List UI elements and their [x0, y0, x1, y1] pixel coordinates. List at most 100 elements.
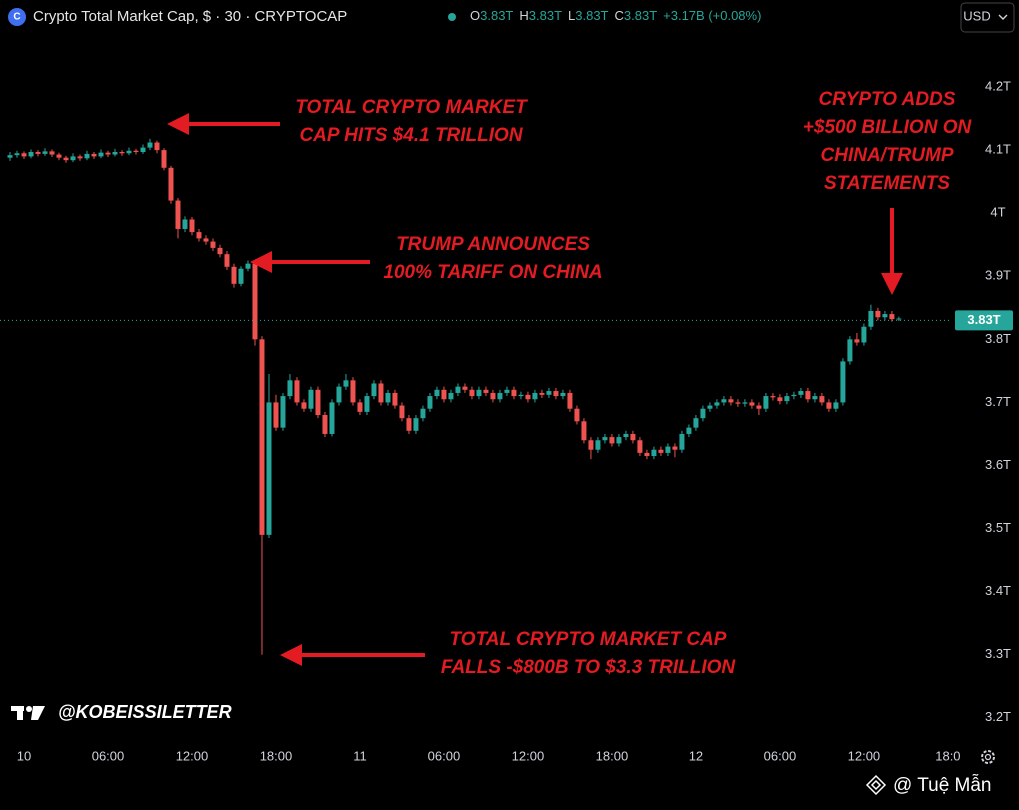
annotation-arrowhead: [881, 273, 903, 295]
candle-body: [203, 238, 209, 242]
candle-body: [784, 396, 790, 402]
candle-body: [315, 389, 321, 416]
candle-body: [651, 449, 657, 457]
x-tick-label: 12:00: [512, 748, 545, 763]
candle-body: [490, 392, 496, 400]
candle-body: [231, 266, 237, 284]
settings-icon[interactable]: [981, 750, 995, 764]
y-tick-label: 4.2T: [985, 78, 1011, 93]
candle-body: [504, 389, 510, 393]
x-tick-label: 12:00: [848, 748, 881, 763]
candle-body: [280, 396, 286, 428]
candle-body: [742, 402, 748, 404]
candle-body: [819, 396, 825, 403]
candle-body: [182, 219, 188, 229]
candle-body: [525, 394, 531, 400]
candle-body: [350, 380, 356, 403]
candle-body: [567, 392, 573, 409]
candle-body: [399, 405, 405, 419]
candle-body: [882, 314, 888, 318]
annotation: 100% TARIFF ON CHINA: [383, 262, 602, 283]
candle-body: [791, 394, 797, 397]
credit: @ Tuệ Mẫn: [893, 774, 992, 796]
candle-body: [763, 396, 769, 409]
ohlc-key: O: [470, 8, 480, 23]
x-tick-label: 12:00: [176, 748, 209, 763]
candle-body: [441, 389, 447, 400]
x-tick-label: 12: [689, 748, 703, 763]
y-tick-label: 3.7T: [985, 394, 1011, 409]
annotation: CHINA/TRUMP: [821, 145, 954, 166]
candle-body: [637, 440, 643, 453]
credit-icon: [865, 774, 887, 796]
x-tick-label: 18:00: [596, 748, 629, 763]
change: +3.17B (+0.08%): [663, 8, 761, 23]
candle-body: [35, 152, 41, 154]
candle-body: [868, 310, 874, 327]
candle-body: [686, 427, 692, 434]
candle-body: [224, 254, 230, 267]
candle-body: [714, 402, 720, 406]
candle-body: [77, 156, 83, 159]
candle-body: [119, 152, 125, 154]
candle-body: [798, 391, 804, 395]
candle-body: [308, 389, 314, 409]
y-tick-label: 3.6T: [985, 457, 1011, 472]
candle-body: [805, 391, 811, 400]
candle-body: [252, 263, 258, 340]
currency-button[interactable]: [960, 2, 1015, 33]
candle-body: [448, 392, 454, 400]
annotation: TOTAL CRYPTO MARKET CAP: [450, 629, 727, 650]
last-price-label: 3.83T: [967, 312, 1000, 327]
candle-body: [266, 402, 272, 535]
candle-body: [259, 339, 265, 535]
ohlc-value: 3.83T: [575, 8, 608, 23]
candle-body: [476, 389, 482, 397]
candle-body: [98, 152, 104, 157]
y-tick-label: 3.5T: [985, 520, 1011, 535]
candle-body: [168, 167, 174, 201]
y-tick-label: 4.1T: [985, 142, 1011, 157]
candle-body: [875, 310, 881, 318]
ohlc-key: H: [519, 8, 528, 23]
candle-body: [301, 402, 307, 409]
annotation: CRYPTO ADDS: [819, 89, 956, 110]
candle-body: [343, 380, 349, 387]
candle-body: [126, 150, 132, 154]
candle-body: [406, 418, 412, 431]
status-dot: [448, 13, 456, 21]
y-tick-label: 3.3T: [985, 646, 1011, 661]
candle-body: [735, 402, 741, 404]
annotation: STATEMENTS: [824, 173, 950, 194]
candle-body: [588, 440, 594, 450]
candle-body: [665, 446, 671, 453]
candle-body: [210, 241, 216, 248]
candle-body: [196, 232, 202, 239]
candle-body: [455, 386, 461, 393]
candle-body: [273, 402, 279, 428]
candle-body: [847, 339, 853, 362]
candle-body: [630, 433, 636, 441]
x-tick-label: 18:0: [935, 748, 960, 763]
candle-body: [84, 153, 90, 159]
candle-body: [644, 452, 650, 457]
currency-label[interactable]: USD: [963, 8, 990, 23]
candle-body: [287, 380, 293, 397]
candle-body: [840, 361, 846, 403]
candle-body: [889, 314, 895, 320]
last-price-box: [955, 310, 1013, 331]
annotation-arrowhead: [167, 113, 189, 135]
candle-body: [812, 396, 818, 400]
candle-body: [532, 392, 538, 400]
candle-body: [7, 155, 13, 158]
candle-body: [49, 151, 55, 155]
candle-body: [294, 380, 300, 403]
candle-body: [560, 392, 566, 397]
candle-body: [378, 383, 384, 403]
candle-body: [770, 396, 776, 398]
annotation-arrowhead: [280, 644, 302, 666]
candle-body: [602, 437, 608, 441]
x-tick-label: 06:00: [428, 748, 461, 763]
candle-body: [497, 392, 503, 400]
